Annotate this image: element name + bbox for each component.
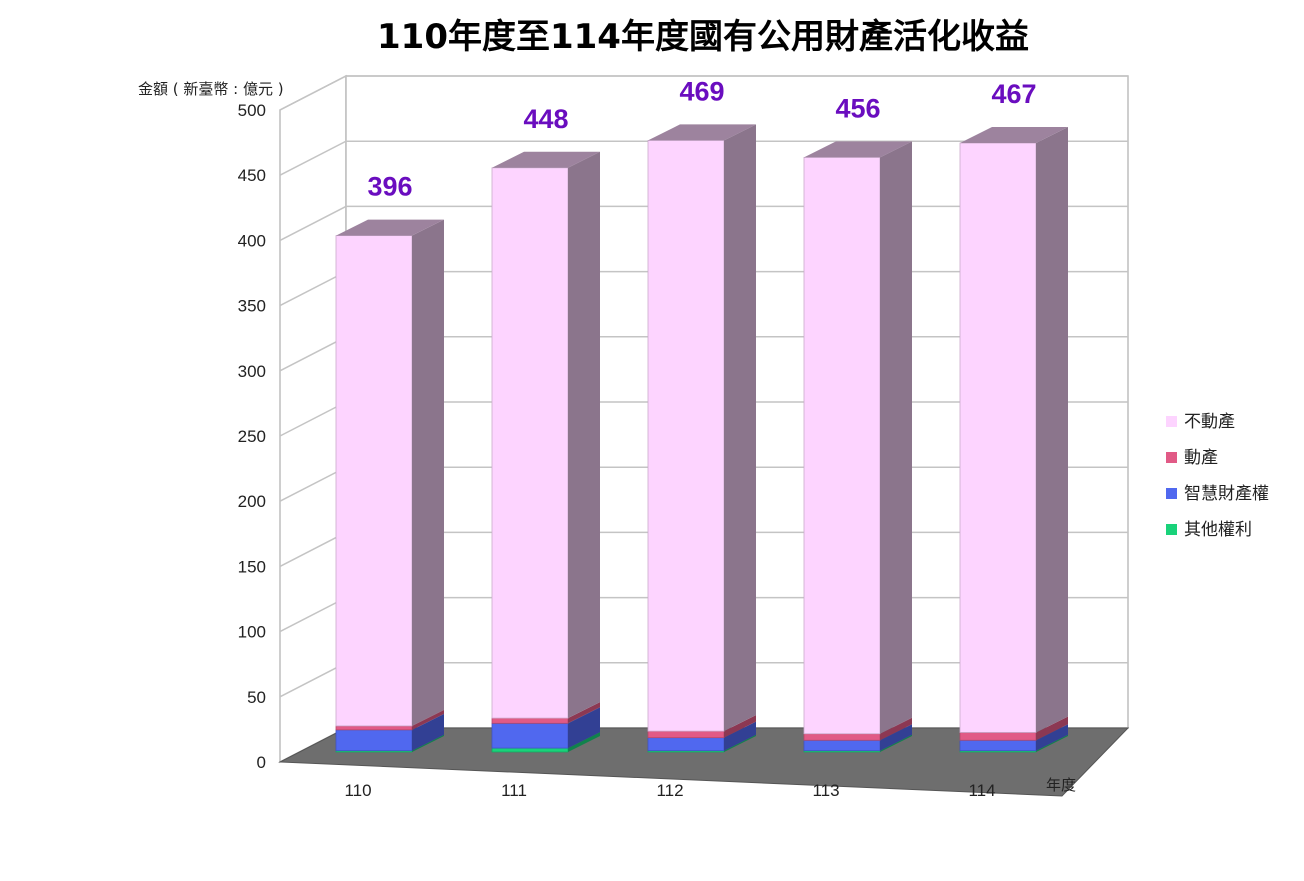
x-tick-label: 113 (812, 781, 839, 800)
y-tick-label: 250 (238, 427, 266, 446)
bar-114 (959, 127, 1068, 753)
legend-swatch (1166, 452, 1177, 463)
x-axis-label: 年度 (1046, 776, 1076, 794)
bar-top (336, 219, 444, 236)
y-tick-label: 50 (247, 688, 266, 707)
bar-top (648, 124, 756, 141)
gridline (279, 75, 1128, 111)
bar-segment-front (647, 140, 725, 732)
bar-segment-front (959, 739, 1037, 752)
x-tick-label: 114 (968, 781, 995, 800)
y-tick-label: 350 (238, 297, 266, 316)
bar-segment-front (803, 739, 881, 752)
legend-swatch (1166, 416, 1177, 427)
total-label: 448 (523, 104, 568, 134)
bar-segment-front (803, 733, 881, 741)
bar-top (960, 127, 1068, 144)
y-tick-label: 450 (238, 166, 266, 185)
legend-label: 動產 (1184, 448, 1218, 468)
bar-segment-front (335, 729, 413, 752)
bar-segment-front (491, 717, 569, 724)
bars (335, 124, 1068, 753)
y-axis-label: 金額 ( 新臺幣 : 億元 ) (138, 80, 284, 98)
bar-segment-front (803, 156, 881, 735)
x-tick-label: 110 (344, 781, 371, 800)
y-tick-label: 400 (238, 231, 266, 250)
bar-segment-front (959, 732, 1037, 741)
y-tick-label: 0 (257, 753, 266, 772)
bar-segment-side (1036, 127, 1068, 733)
bar-113 (803, 141, 912, 753)
total-label: 467 (991, 79, 1036, 109)
bar-segment-side (880, 734, 912, 752)
bar-segment-front (647, 730, 725, 739)
bar-segment-side (568, 702, 600, 724)
x-tick-label: 111 (501, 781, 527, 800)
bar-top (804, 141, 912, 158)
bar-segment-side (724, 734, 756, 752)
gridline (279, 140, 1128, 176)
x-tick-label: 112 (656, 781, 683, 800)
bar-segment-side (880, 717, 912, 741)
x-tick-labels: 110 111 112 113 114 (344, 781, 995, 800)
bar-segment-front (491, 747, 569, 753)
legend-label: 智慧財產權 (1184, 484, 1269, 504)
bar-segment-front (335, 725, 413, 731)
bar-segment-side (412, 709, 444, 730)
legend-swatch (1166, 488, 1177, 499)
bar-segment-side (1036, 734, 1068, 752)
legend-swatch (1166, 524, 1177, 535)
total-label: 396 (367, 172, 412, 202)
bar-segment-side (724, 721, 756, 751)
legend-label: 其他權利 (1184, 520, 1252, 540)
bar-segment-front (647, 737, 725, 752)
bar-segment-front (491, 167, 569, 719)
total-labels: 396 448 469 456 467 (367, 76, 1036, 201)
bar-segment-side (412, 734, 444, 752)
bar-111 (491, 151, 600, 753)
bar-segment-side (880, 724, 912, 751)
bar-segment-side (1036, 716, 1068, 741)
y-tick-label: 100 (238, 623, 266, 642)
bar-segment-side (724, 715, 756, 738)
bar-segment-front (959, 142, 1037, 733)
y-tick-label: 200 (238, 492, 266, 511)
bar-segment-side (568, 707, 600, 749)
bar-segment-side (412, 219, 444, 726)
total-label: 469 (679, 76, 724, 106)
y-tick-label: 300 (238, 362, 266, 381)
y-tick-labels: 0 50 100 150 200 250 300 350 400 450 500 (238, 101, 266, 772)
bar-segment-front (491, 722, 569, 749)
bar-segment-front (335, 235, 413, 727)
bar-110 (335, 219, 444, 753)
bar-segment-side (724, 124, 756, 732)
bar-segment-side (568, 151, 600, 719)
bar-segment-side (880, 141, 912, 734)
bar-112 (647, 124, 756, 753)
bar-top (492, 151, 600, 168)
bar-segment-side (1036, 724, 1068, 751)
y-tick-label: 500 (238, 101, 266, 120)
legend-label: 不動產 (1184, 412, 1235, 432)
total-label: 456 (835, 93, 880, 123)
chart-title: 110年度至114年度國有公用財產活化收益 (377, 17, 1029, 57)
bar-segment-side (568, 732, 600, 752)
bar-segment-side (412, 713, 444, 751)
y-tick-label: 150 (238, 557, 266, 576)
floor-edge (278, 727, 1130, 797)
